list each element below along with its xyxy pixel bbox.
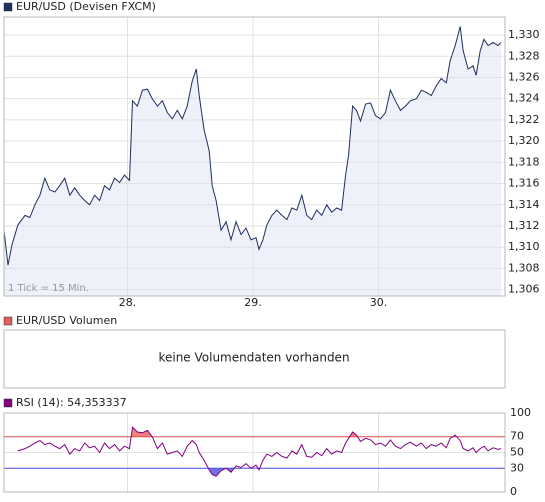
legend-swatch: [3, 2, 13, 12]
y-tick-label: 1,324: [508, 92, 540, 105]
y-tick-label: 1,326: [508, 70, 540, 83]
y-tick-label: 1,312: [508, 219, 540, 232]
y-tick-label: 1,330: [508, 28, 540, 41]
y-tick-label: 1,308: [508, 261, 540, 274]
y-tick-label: 100: [510, 406, 531, 419]
y-tick-label: 1,310: [508, 240, 540, 253]
y-tick-label: 70: [510, 430, 524, 443]
y-tick-label: 1,316: [508, 177, 540, 190]
annotation: 1 Tick = 15 Min.: [8, 283, 89, 294]
y-tick-label: 1,314: [508, 198, 540, 211]
y-tick-label: 1,318: [508, 155, 540, 168]
plot-frame: [3, 16, 506, 297]
plot-frame: [3, 412, 506, 493]
legend-swatch: [3, 316, 13, 326]
y-tick-label: 30: [510, 461, 524, 474]
y-tick-label: 1,322: [508, 113, 540, 126]
threshold-fill: [17, 427, 501, 437]
series-line: [3, 26, 502, 266]
y-tick-label: 50: [510, 446, 524, 459]
x-tick-label: 29.: [244, 296, 262, 309]
y-tick-label: 1,320: [508, 134, 540, 147]
plot-frame: [3, 329, 506, 389]
x-tick-label: 30.: [370, 296, 388, 309]
no-data-message: keine Volumendaten vorhanden: [158, 351, 349, 365]
legend-label: EUR/USD Volumen: [16, 314, 117, 327]
area-fill: [4, 26, 501, 296]
legend-label: RSI (14): 54,353337: [16, 396, 127, 409]
y-tick-label: 0: [510, 485, 517, 498]
legend-label: EUR/USD (Devisen FXCM): [16, 0, 156, 13]
series-line: [17, 426, 502, 477]
y-tick-label: 1,306: [508, 283, 540, 296]
x-tick-label: 28.: [119, 296, 137, 309]
legend-swatch: [3, 398, 13, 408]
y-tick-label: 1,328: [508, 49, 540, 62]
